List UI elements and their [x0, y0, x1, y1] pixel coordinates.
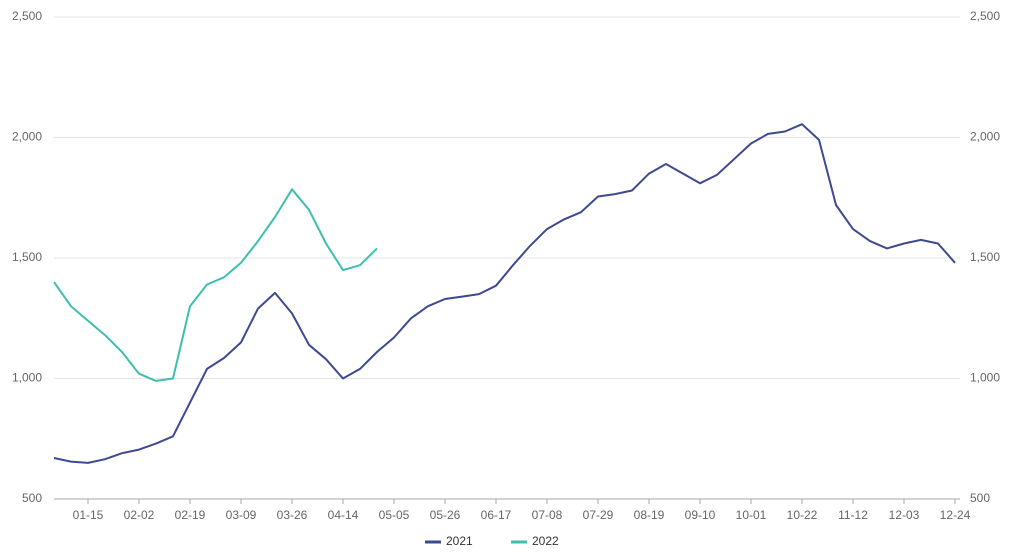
x-tick-label: 03-26 [277, 508, 308, 522]
x-tick-label: 09-10 [685, 508, 716, 522]
y-tick-label: 1,000 [12, 371, 42, 385]
y2-tick-label: 1,000 [970, 371, 1000, 385]
x-tick-label: 05-05 [379, 508, 410, 522]
x-tick-label: 07-29 [583, 508, 614, 522]
x-tick-label: 12-24 [940, 508, 971, 522]
x-tick-label: 12-03 [889, 508, 920, 522]
x-tick-label: 05-26 [430, 508, 461, 522]
y-tick-label: 1,500 [12, 250, 42, 264]
y-tick-label: 2,500 [12, 9, 42, 23]
x-tick-label: 04-14 [328, 508, 359, 522]
legend-label: 2021 [446, 534, 473, 548]
x-tick-label: 03-09 [226, 508, 257, 522]
y-tick-label: 2,000 [12, 130, 42, 144]
y2-tick-label: 500 [970, 491, 990, 505]
x-tick-label: 08-19 [634, 508, 665, 522]
line-series [53, 123, 956, 464]
x-tick-label: 02-02 [124, 508, 155, 522]
x-tick-label: 10-22 [787, 508, 818, 522]
y2-tick-label: 2,500 [970, 9, 1000, 23]
y2-tick-label: 2,000 [970, 130, 1000, 144]
x-tick-label: 06-17 [481, 508, 512, 522]
y2-tick-label: 1,500 [970, 250, 1000, 264]
y-tick-label: 500 [22, 491, 42, 505]
x-tick-label: 01-15 [73, 508, 104, 522]
legend-label: 2022 [532, 534, 559, 548]
x-tick-label: 10-01 [736, 508, 767, 522]
x-tick-label: 11-12 [838, 508, 868, 522]
x-tick-label: 02-19 [175, 508, 206, 522]
line-series [53, 188, 378, 382]
x-tick-label: 07-08 [532, 508, 563, 522]
